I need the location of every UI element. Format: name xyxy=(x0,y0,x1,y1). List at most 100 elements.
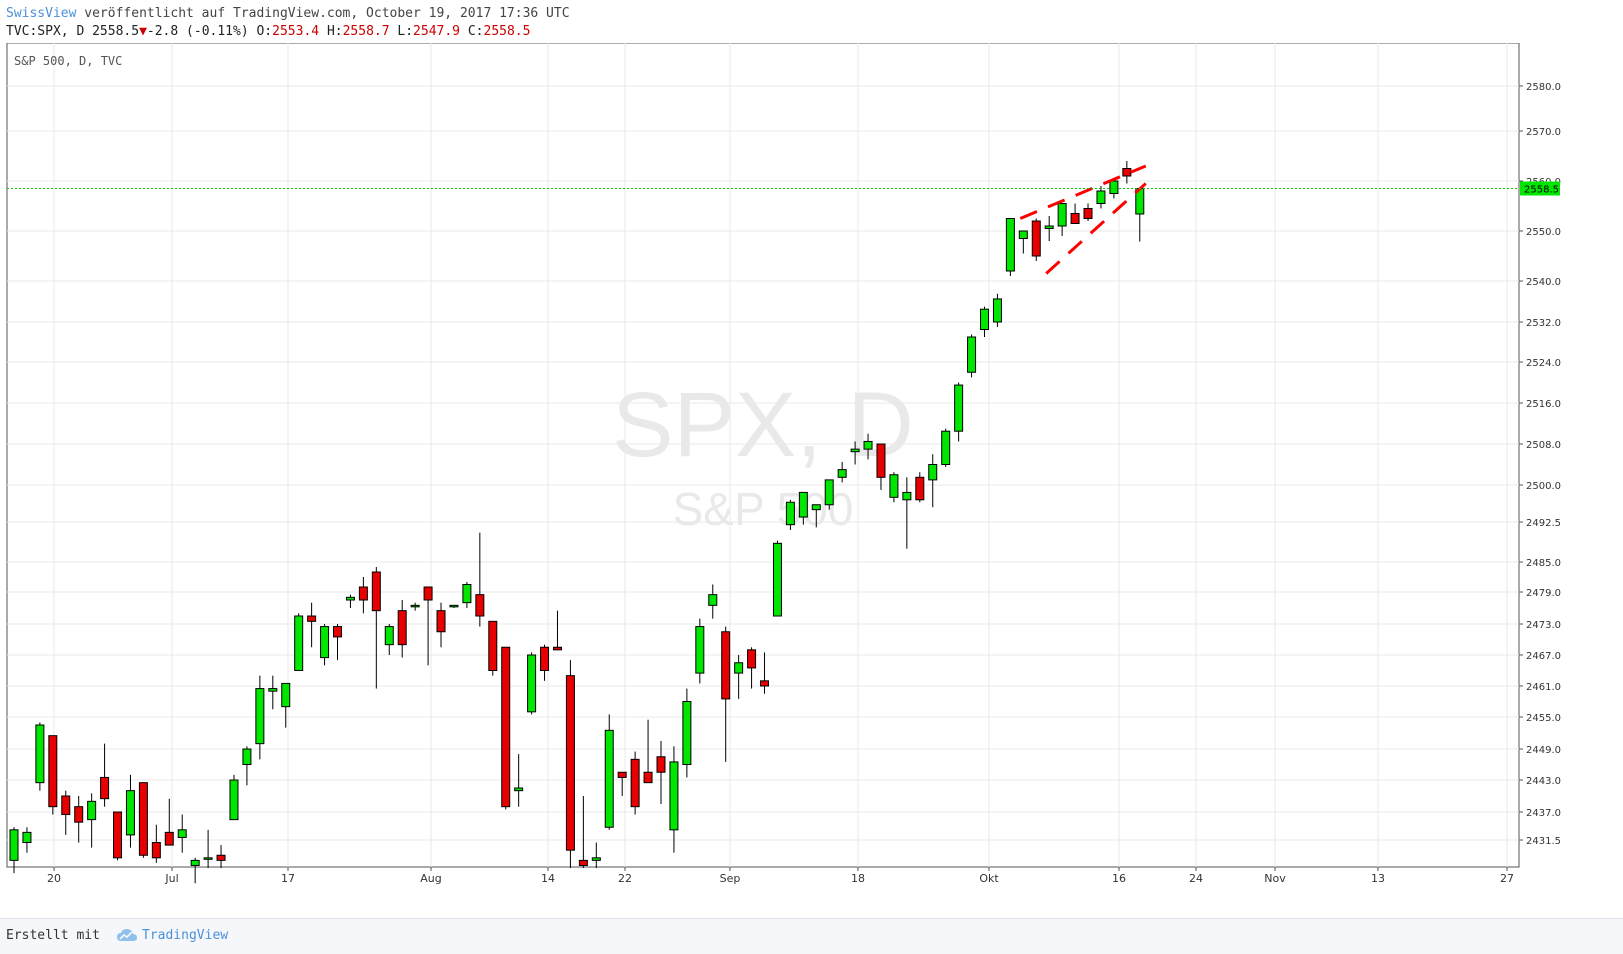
candle xyxy=(941,428,951,468)
x-tick-label: 27 xyxy=(1500,872,1514,885)
x-tick-label: Aug xyxy=(420,872,441,885)
candle xyxy=(760,652,770,694)
candle xyxy=(255,675,265,760)
watermark-symbol: SPX, D xyxy=(612,374,914,476)
candle xyxy=(863,433,873,460)
candle-body xyxy=(760,680,770,687)
candle xyxy=(552,610,562,651)
candle xyxy=(734,655,744,699)
candle xyxy=(358,577,368,614)
candle-body xyxy=(578,859,588,866)
candle-body xyxy=(48,735,58,808)
close-label: C: xyxy=(467,24,484,39)
candle-body xyxy=(138,782,148,856)
candle-body xyxy=(190,859,200,866)
candle-body xyxy=(967,336,977,373)
candle xyxy=(1070,203,1080,224)
low-label: L: xyxy=(397,24,414,39)
candle xyxy=(371,567,381,689)
candle-body xyxy=(203,857,213,860)
candle-body xyxy=(358,586,368,601)
candle-body xyxy=(1109,180,1119,194)
candle-body xyxy=(604,729,614,828)
candle-body xyxy=(9,829,19,861)
candle xyxy=(837,461,847,483)
candle xyxy=(488,620,498,676)
y-tick-label: 2550.0 xyxy=(1526,227,1561,238)
change-value: -2.8 (-0.11%) xyxy=(146,24,249,39)
y-tick-label: 2516.0 xyxy=(1526,399,1561,410)
candle xyxy=(928,454,938,508)
candle xyxy=(216,845,226,868)
candle-body xyxy=(410,604,420,608)
candle-body xyxy=(1057,203,1067,227)
candle-body xyxy=(565,675,575,851)
high-value: 2558.7 xyxy=(342,24,390,39)
candle xyxy=(423,586,433,666)
candle-body xyxy=(669,761,679,831)
candle-body xyxy=(87,800,97,821)
candle xyxy=(708,584,718,619)
candle xyxy=(436,602,446,648)
candlestick-chart[interactable]: 20 Jul 17 Aug 14 22 Sep 18 Okt 16 24 Nov 13 27 2580.0 2… xyxy=(0,42,1623,918)
open-label: O: xyxy=(256,24,273,39)
candle xyxy=(902,477,912,549)
candle xyxy=(281,682,291,728)
candle-body xyxy=(1005,218,1015,272)
tradingview-cloud-icon[interactable] xyxy=(116,927,138,943)
candle xyxy=(164,798,174,846)
candle xyxy=(333,624,342,661)
close-value: 2558.5 xyxy=(483,24,531,39)
wedge-lower-line xyxy=(1045,182,1147,275)
candle xyxy=(35,722,45,791)
candle-body xyxy=(954,384,964,432)
candle xyxy=(384,624,394,655)
watermark-name: S&P 500 xyxy=(673,483,854,535)
candle-body xyxy=(617,771,627,778)
candle xyxy=(747,647,757,689)
candle xyxy=(48,735,58,815)
candle xyxy=(514,754,524,807)
candle xyxy=(475,532,485,627)
candle xyxy=(229,774,239,821)
x-tick-label: 16 xyxy=(1112,872,1126,885)
chart-container[interactable]: 20 Jul 17 Aug 14 22 Sep 18 Okt 16 24 Nov 13 27 2580.0 2… xyxy=(0,42,1623,918)
candle xyxy=(22,827,32,853)
candle-body xyxy=(113,811,123,859)
candle-body xyxy=(74,806,84,823)
candle xyxy=(540,644,550,681)
candle-body xyxy=(35,724,45,784)
y-tick-label: 2479.0 xyxy=(1526,588,1561,599)
y-tick-label: 2492.5 xyxy=(1526,518,1561,529)
candle xyxy=(591,842,601,868)
candle xyxy=(113,811,123,861)
chart-title: S&P 500, D, TVC xyxy=(14,54,122,68)
candle-body xyxy=(721,631,731,700)
y-tick-label: 2455.0 xyxy=(1526,713,1561,724)
candle xyxy=(100,743,110,807)
candle xyxy=(578,796,588,868)
candle xyxy=(410,602,420,611)
candle xyxy=(462,582,472,608)
candle xyxy=(125,774,135,848)
candle-body xyxy=(177,829,187,838)
candle-body xyxy=(785,501,795,526)
tradingview-link[interactable]: TradingView xyxy=(142,928,229,943)
candle-body xyxy=(889,474,899,498)
candle xyxy=(527,652,537,715)
candle-body xyxy=(1018,230,1028,239)
candle xyxy=(1018,230,1028,254)
y-tick-label: 2443.0 xyxy=(1526,776,1561,787)
last-price: 2558.5 xyxy=(92,24,140,39)
candle xyxy=(992,293,1002,327)
candle-body xyxy=(527,654,537,713)
candle-body xyxy=(1083,208,1093,219)
candle-body xyxy=(216,854,226,861)
candle-body xyxy=(734,662,744,674)
candle xyxy=(669,746,679,853)
candle xyxy=(1031,218,1041,261)
candle xyxy=(980,306,989,337)
brand-link[interactable]: SwissView xyxy=(6,6,77,21)
candle xyxy=(617,771,627,796)
candle-body xyxy=(61,795,71,816)
